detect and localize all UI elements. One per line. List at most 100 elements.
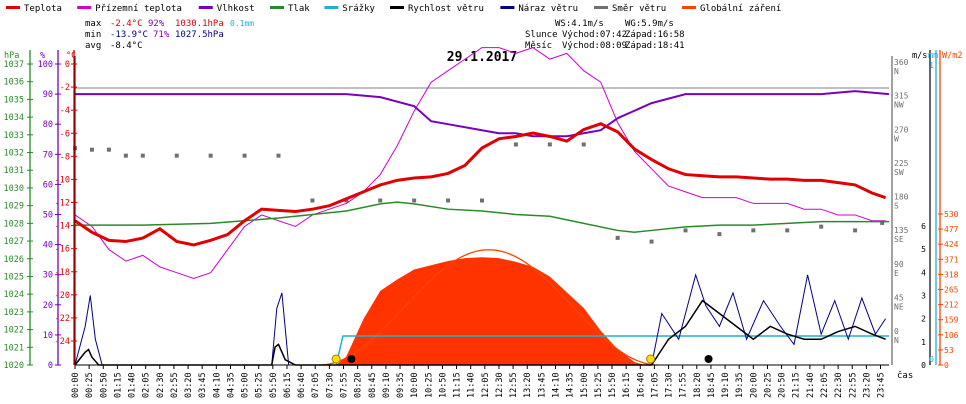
axis-wind-tick-label: 1 bbox=[921, 338, 926, 347]
x-tick-label: 03:45 bbox=[198, 372, 208, 398]
axis-direction-value: 135 bbox=[894, 226, 909, 235]
wind-direction-mark bbox=[547, 142, 552, 147]
axis-direction-value: 45 bbox=[894, 293, 904, 302]
moon-marker bbox=[347, 355, 356, 363]
axis-humidity-tick-label: 40 bbox=[43, 241, 53, 251]
x-tick-label: 15:25 bbox=[594, 372, 604, 398]
axis-humidity-tick-label: 60 bbox=[43, 180, 53, 190]
axis-humidity-tick-label: 80 bbox=[43, 120, 53, 130]
wind-direction-mark bbox=[853, 228, 858, 233]
axis-direction-letter: W bbox=[894, 134, 899, 143]
info-moonrise: Východ:08:09 bbox=[562, 41, 627, 51]
axis-wind-tick-label: 3 bbox=[921, 292, 926, 301]
sun-marker bbox=[646, 354, 656, 364]
x-tick-label: 16:40 bbox=[636, 372, 646, 398]
axis-radiation-tick-label: 53 bbox=[944, 346, 954, 355]
x-tick-label: 07:30 bbox=[325, 372, 335, 398]
stat-avg-label: avg bbox=[85, 41, 101, 51]
moon-marker bbox=[704, 355, 713, 363]
x-tick-label: 08:45 bbox=[368, 372, 378, 398]
axis-hpa-tick-label: 1037 bbox=[4, 60, 24, 70]
x-tick-label: 02:30 bbox=[156, 372, 166, 398]
x-tick-label: 09:10 bbox=[382, 372, 392, 398]
axis-direction-letter: NE bbox=[894, 302, 904, 311]
legend-label: Vlhkost bbox=[217, 4, 255, 14]
wind-direction-mark bbox=[412, 198, 417, 203]
axis-radiation-tick-label: 371 bbox=[944, 255, 959, 264]
x-tick-label: 00:00 bbox=[71, 372, 81, 398]
stat-max-press: 1030.1hPa bbox=[175, 19, 224, 29]
info-ws: WS:4.1m/s bbox=[555, 19, 604, 29]
x-tick-label: 22:05 bbox=[820, 372, 830, 398]
axis-temperature-tick-label: -14 bbox=[55, 222, 70, 232]
axis-direction-letter: NW bbox=[894, 101, 904, 110]
axis-wind-label: m/s bbox=[912, 51, 927, 61]
axis-rain-tick-label: 1 bbox=[929, 61, 934, 70]
axis-rain-tick-label: 0 bbox=[929, 355, 934, 364]
chart-title: 29.1.2017 bbox=[447, 50, 517, 65]
x-tick-label: 15:00 bbox=[580, 372, 590, 398]
x-tick-label: 05:00 bbox=[241, 372, 251, 398]
axis-direction-letter: N bbox=[894, 67, 899, 76]
wind-direction-mark bbox=[819, 224, 824, 229]
axis-wind-tick-label: 2 bbox=[921, 315, 926, 324]
axis-hpa-tick-label: 1020 bbox=[4, 361, 24, 371]
x-tick-label: 07:55 bbox=[340, 372, 350, 398]
axis-hpa-tick-label: 1032 bbox=[4, 149, 24, 159]
info-moon-label: Měsíc bbox=[525, 41, 552, 51]
legend-label: Srážky bbox=[342, 4, 375, 14]
axis-temperature-tick-label: -18 bbox=[55, 268, 70, 278]
x-tick-label: 23:45 bbox=[877, 372, 887, 398]
x-tick-label: 14:35 bbox=[566, 372, 576, 398]
x-tick-label: 19:35 bbox=[735, 372, 745, 398]
x-tick-label: 13:45 bbox=[537, 372, 547, 398]
x-tick-label: 20:00 bbox=[749, 372, 759, 398]
axis-direction-value: 90 bbox=[894, 260, 904, 269]
axis-wind-tick-label: 5 bbox=[921, 245, 926, 254]
wind-direction-mark bbox=[310, 198, 315, 203]
plot-area bbox=[73, 47, 890, 366]
pressure-line bbox=[75, 201, 889, 233]
axis-temperature-tick-label: -22 bbox=[55, 314, 70, 324]
x-tick-label: 18:45 bbox=[707, 372, 717, 398]
axis-temperature-tick-label: -4 bbox=[60, 106, 70, 116]
x-tick-label: 12:55 bbox=[509, 372, 519, 398]
legend-swatch bbox=[500, 6, 515, 9]
axis-humidity-tick-label: 20 bbox=[43, 301, 53, 311]
x-tick-label: 05:25 bbox=[255, 372, 265, 398]
wind-direction-mark bbox=[106, 147, 111, 152]
x-tick-label: 10:00 bbox=[410, 372, 420, 398]
axis-radiation-tick-label: 318 bbox=[944, 270, 959, 279]
x-tick-label: 14:10 bbox=[551, 372, 561, 398]
axis-humidity-tick-label: 10 bbox=[43, 331, 53, 341]
wind-direction-mark bbox=[276, 153, 281, 158]
axis-hpa-tick-label: 1031 bbox=[4, 166, 24, 176]
axis-temperature-tick-label: -6 bbox=[60, 129, 70, 139]
wind-direction-mark bbox=[174, 153, 179, 158]
wind-direction-mark bbox=[785, 228, 790, 233]
axis-direction-value: 225 bbox=[894, 159, 909, 168]
axis-hpa-tick-label: 1033 bbox=[4, 131, 24, 141]
axis-temperature-tick-label: -16 bbox=[55, 245, 70, 255]
axis-radiation-label: W/m2 bbox=[942, 51, 962, 61]
stats-box: max -2.4°C 92% 1030.1hPa 0.1mm min -13.9… bbox=[85, 19, 254, 51]
stat-max-temp: -2.4°C bbox=[110, 19, 143, 29]
axis-direction-value: 0 bbox=[894, 327, 899, 336]
legend: Teplota Přízemní teplota Vlhkost Tlak Srážky… bbox=[6, 4, 781, 14]
wind-direction-mark bbox=[683, 228, 688, 233]
wind-direction-mark bbox=[615, 235, 620, 240]
axis-temperature-tick-label: 0 bbox=[65, 60, 70, 70]
axis-direction-letter: E bbox=[894, 269, 899, 278]
x-tick-label: 23:20 bbox=[862, 372, 872, 398]
x-tick-label: 07:05 bbox=[311, 372, 321, 398]
x-tick-label: 06:40 bbox=[297, 372, 307, 398]
legend-swatch bbox=[6, 6, 20, 9]
x-tick-label: 00:50 bbox=[99, 372, 109, 398]
x-tick-label: 22:55 bbox=[848, 372, 858, 398]
stat-min-label: min bbox=[85, 30, 101, 40]
x-tick-label: 16:15 bbox=[622, 372, 632, 398]
axis-wind-tick-label: 4 bbox=[921, 268, 926, 277]
legend-swatch bbox=[270, 6, 284, 9]
x-tick-label: 12:30 bbox=[495, 372, 505, 398]
x-tick-label: 09:35 bbox=[396, 372, 406, 398]
